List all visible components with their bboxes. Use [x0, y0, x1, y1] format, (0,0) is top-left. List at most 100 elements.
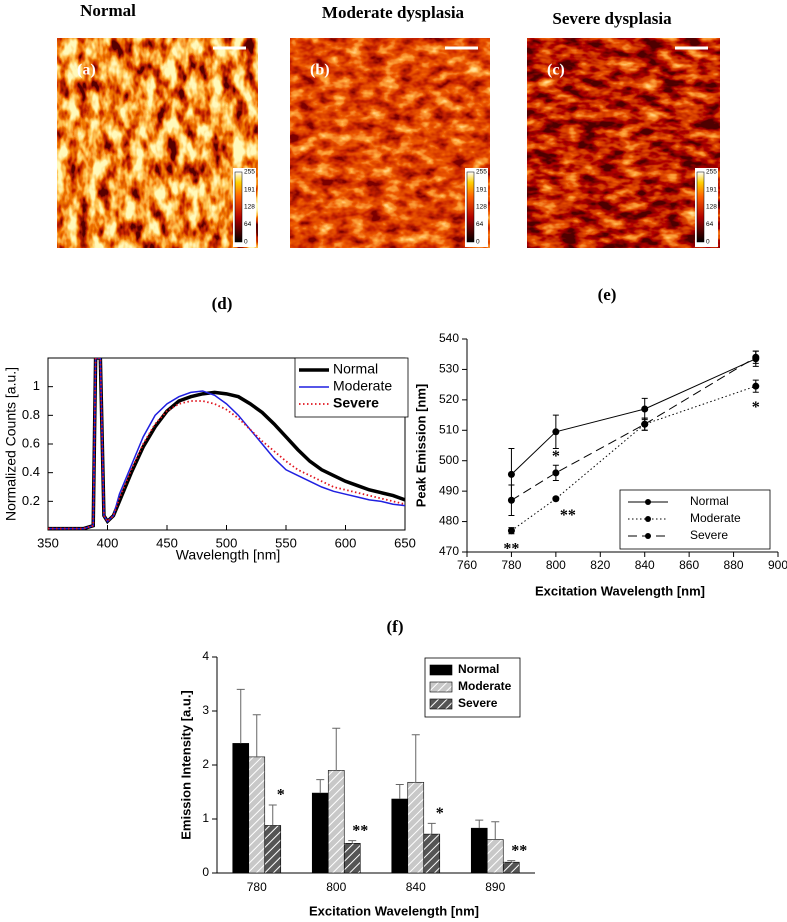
colorbar-tick-label: 0 [244, 239, 248, 246]
y-tick-label: 0.2 [22, 493, 40, 508]
legend-label: Severe [690, 528, 728, 542]
x-tick-label: 820 [590, 558, 610, 572]
y-tick-label: 0 [202, 865, 209, 879]
legend-label: Severe [458, 696, 498, 710]
y-tick-label: 1 [33, 378, 40, 393]
marker [641, 420, 649, 428]
x-tick-label: 880 [724, 558, 744, 572]
error-bar [316, 779, 325, 794]
series-line [48, 358, 405, 530]
y-tick-label: 0.8 [22, 407, 40, 422]
bar [486, 839, 504, 874]
error-bar [395, 783, 404, 800]
micrograph [527, 38, 720, 248]
significance: ** [503, 540, 519, 557]
panel-label: (b) [310, 62, 330, 79]
colorbar-tick-label: 0 [476, 239, 480, 246]
error-bar [411, 734, 420, 783]
marker [752, 353, 760, 361]
y-tick-label: 530 [439, 362, 459, 376]
legend-label: Moderate [458, 679, 512, 693]
legend-swatch [429, 681, 453, 693]
colorbar-tick-label: 191 [706, 186, 717, 193]
bar [407, 781, 425, 874]
bar [391, 798, 409, 874]
colorbar-tick-label: 191 [244, 186, 255, 193]
x-axis-label: Excitation Wavelength [nm] [309, 903, 479, 918]
y-tick-label: 470 [439, 544, 459, 558]
bar [423, 833, 441, 874]
x-tick-label: 350 [37, 535, 59, 550]
colorbar-tick-label: 128 [476, 204, 487, 211]
significance: * [436, 805, 444, 822]
y-tick-label: 3 [202, 703, 209, 717]
y-tick-label: 500 [439, 453, 459, 467]
legend-marker [645, 499, 651, 505]
x-tick-label: 900 [768, 558, 787, 572]
y-axis-label: Emission Intensity [a.u.] [178, 690, 193, 840]
significance: ** [560, 507, 576, 524]
x-tick-label: 500 [216, 535, 238, 550]
legend-label: Normal [333, 361, 378, 377]
panel-title: Severe dysplasia [552, 9, 672, 28]
significance: * [552, 448, 560, 465]
colorbar-tick-label: 0 [706, 239, 710, 246]
x-tick-label: 400 [97, 535, 119, 550]
y-tick-label: 490 [439, 483, 459, 497]
colorbar-tick-label: 64 [244, 221, 252, 228]
marker [752, 382, 760, 390]
series-line [511, 385, 756, 532]
colorbar [234, 171, 243, 243]
error-bar [491, 821, 500, 840]
legend-label: Normal [458, 662, 499, 676]
error-bar [507, 860, 516, 863]
colorbar-tick-label: 64 [476, 221, 484, 228]
x-tick-label: 450 [156, 535, 178, 550]
x-tick-label: 780 [247, 880, 267, 894]
y-tick-label: 0.4 [22, 464, 40, 479]
x-tick-label: 840 [635, 558, 655, 572]
x-axis-label: Wavelength [nm] [176, 547, 281, 563]
legend-swatch [429, 664, 453, 676]
marker [507, 527, 515, 535]
y-tick-label: 510 [439, 422, 459, 436]
bar [343, 842, 361, 874]
series-line [511, 356, 757, 501]
y-tick-label: 540 [439, 331, 459, 345]
chart-title: (d) [212, 294, 233, 313]
colorbar [696, 171, 705, 243]
y-tick-label: 0.6 [22, 435, 40, 450]
y-tick-label: 4 [202, 649, 209, 663]
y-tick-label: 480 [439, 514, 459, 528]
x-tick-label: 600 [335, 535, 357, 550]
legend-label: Moderate [333, 378, 392, 394]
marker [507, 496, 515, 504]
colorbar [466, 171, 475, 243]
error-bar [427, 822, 436, 835]
bar [327, 770, 345, 874]
micrograph [290, 38, 490, 248]
x-tick-label: 840 [406, 880, 426, 894]
series-line [511, 358, 756, 475]
x-tick-label: 860 [679, 558, 699, 572]
colorbar-tick-label: 128 [244, 204, 255, 211]
error-bar [348, 840, 357, 844]
legend-marker [645, 516, 651, 522]
bar [502, 861, 520, 874]
legend-swatch [429, 698, 453, 710]
panel-title: Normal [80, 1, 136, 20]
x-tick-label: 760 [457, 558, 477, 572]
micrograph [57, 38, 258, 248]
colorbar-tick-label: 255 [476, 169, 487, 176]
bar [232, 743, 250, 874]
y-axis-label: Peak Emission [nm] [413, 384, 428, 508]
legend-label: Normal [690, 494, 729, 508]
error-bar [252, 714, 261, 757]
colorbar-tick-label: 64 [706, 221, 714, 228]
y-tick-label: 2 [202, 757, 209, 771]
x-tick-label: 890 [485, 880, 505, 894]
panel-label: (c) [547, 62, 565, 79]
y-tick-label: 520 [439, 392, 459, 406]
colorbar-tick-label: 255 [706, 169, 717, 176]
